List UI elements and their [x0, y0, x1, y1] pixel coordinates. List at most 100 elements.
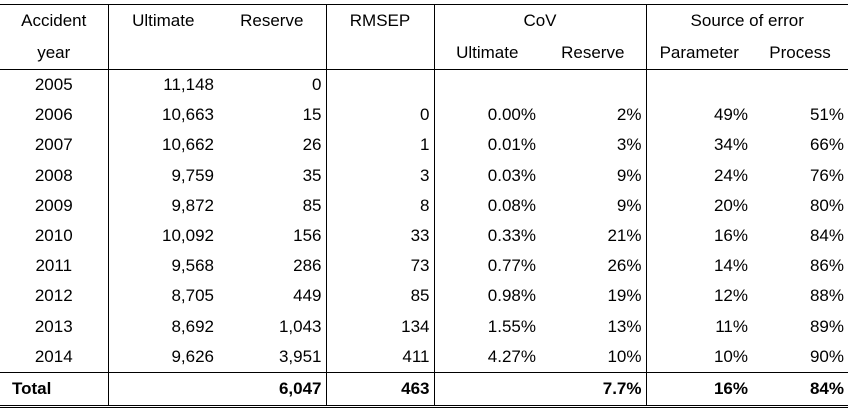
cell-cov-reserve: 19%: [607, 286, 642, 306]
cell-ultimate: 10,092: [107, 221, 218, 252]
cell-parameter: 16%: [645, 221, 752, 252]
cell-ultimate: 10,662: [107, 130, 218, 161]
table-row: 2005 11,148 0: [0, 69, 848, 101]
table-row: 2006 10,663 15 0 0.00% 2% 49% 51%: [0, 100, 848, 131]
table-row: 2014 9,626 3,951 411 4.27% 10% 10% 90%: [0, 341, 848, 374]
cell-year: 2007: [34, 135, 73, 155]
cell-cov-ultimate: 0.01%: [433, 130, 540, 161]
cell-cov-reserve: 10%: [540, 341, 646, 374]
cell-rmsep: 73: [325, 251, 434, 282]
cell-ultimate: 9,872: [107, 190, 218, 222]
header-parameter: Parameter: [645, 37, 752, 70]
header-cov-reserve: Reserve: [540, 37, 646, 70]
cell-reserve: 3,951: [218, 341, 326, 374]
cell-ultimate: 8,692: [107, 311, 218, 342]
table-row: 2010 10,092 156 33 0.33% 21% 16% 84%: [0, 221, 848, 252]
cell-year: 2011: [35, 256, 73, 276]
cell-parameter: 12%: [645, 281, 752, 312]
cell-cov-ultimate: 0.33%: [433, 221, 540, 252]
total-parameter: 16%: [645, 372, 752, 409]
total-cov-ultimate: [433, 372, 540, 409]
cell-rmsep: 85: [325, 281, 434, 312]
cell-ultimate: 10,663: [107, 100, 218, 131]
total-label: Total: [0, 372, 108, 409]
table-row: 2012 8,705 449 85 0.98% 19% 12% 88%: [0, 281, 848, 312]
cell-reserve: 35: [302, 165, 322, 185]
cell-reserve: 26: [302, 135, 322, 155]
cell-year: 2005: [34, 75, 73, 94]
total-cov-reserve: 7.7%: [540, 372, 646, 409]
cell-ultimate: 9,568: [107, 251, 218, 282]
cell-process: 90%: [752, 341, 848, 374]
header-source-of-error: Source of error: [645, 4, 848, 37]
cell-process: 89%: [809, 316, 844, 336]
cell-rmsep: 0: [325, 100, 434, 131]
cell-cov-ultimate: 0.03%: [433, 160, 540, 191]
total-process: 84%: [752, 372, 848, 409]
cell-cov-reserve: 9%: [616, 195, 642, 215]
cell-cov-ultimate: [433, 69, 540, 101]
cell-year: 2008: [34, 165, 73, 185]
total-ultimate: [107, 372, 218, 409]
cell-parameter: 11%: [645, 311, 752, 342]
header-year: year: [0, 37, 108, 70]
cell-process: 88%: [809, 286, 844, 306]
header-row-1: Accident Ultimate Reserve RMSEP CoV Sour…: [0, 4, 848, 37]
cell-parameter: 49%: [645, 100, 752, 131]
cell-reserve: 1,043: [278, 316, 322, 336]
cell-year: 2006: [34, 105, 73, 125]
cell-reserve: 156: [293, 226, 322, 246]
cell-ultimate: 11,148: [107, 69, 218, 101]
cell-cov-reserve: 21%: [607, 226, 642, 246]
header-blank: [107, 37, 218, 70]
cell-rmsep: [325, 69, 434, 101]
cell-process: 66%: [809, 135, 844, 155]
cell-rmsep: 1: [325, 130, 434, 161]
cell-parameter: 10%: [645, 341, 752, 374]
cell-reserve: 85: [302, 195, 322, 215]
cell-ultimate: 8,705: [107, 281, 218, 312]
header-cov-ultimate: Ultimate: [433, 37, 540, 70]
cell-cov-ultimate: 0.00%: [433, 100, 540, 131]
cell-rmsep: 8: [325, 190, 434, 222]
cell-ultimate: 9,626: [107, 341, 218, 374]
cell-parameter: 14%: [645, 251, 752, 282]
cell-rmsep: 134: [325, 311, 434, 342]
header-reserve: Reserve: [218, 4, 326, 37]
cell-process: 76%: [809, 165, 844, 185]
cell-cov-ultimate: 0.08%: [433, 190, 540, 222]
cell-process: 86%: [809, 256, 844, 276]
cell-ultimate: 9,759: [107, 160, 218, 191]
header-cov: CoV: [433, 4, 646, 37]
cell-year: 2013: [34, 316, 73, 336]
reserve-table: Accident Ultimate Reserve RMSEP CoV Sour…: [0, 4, 848, 409]
cell-parameter: 20%: [645, 190, 752, 222]
total-reserve: 6,047: [218, 372, 326, 409]
cell-year: 2010: [34, 226, 73, 246]
cell-year: 2009: [34, 195, 73, 215]
cell-parameter: 24%: [645, 160, 752, 191]
cell-process: 51%: [809, 105, 844, 125]
table-row: 2008 9,759 35 3 0.03% 9% 24% 76%: [0, 160, 848, 191]
cell-process: 84%: [809, 226, 844, 246]
cell-cov-reserve: 2%: [616, 105, 642, 125]
cell-rmsep: 411: [325, 341, 434, 374]
cell-reserve: 0: [312, 75, 322, 94]
cell-year: 2014: [0, 341, 108, 374]
cell-parameter: [645, 69, 752, 101]
table-row: 2013 8,692 1,043 134 1.55% 13% 11% 89%: [0, 311, 848, 342]
header-accident: Accident: [0, 4, 108, 37]
cell-cov-reserve: 26%: [607, 256, 642, 276]
header-blank: [218, 37, 326, 70]
cell-reserve: 449: [293, 286, 322, 306]
cell-year: 2012: [34, 286, 73, 306]
cell-cov-reserve: [540, 70, 646, 101]
total-rmsep: 463: [325, 372, 434, 409]
table-row: 2007 10,662 26 1 0.01% 3% 34% 66%: [0, 130, 848, 161]
total-row: Total 6,047 463 7.7% 16% 84%: [0, 372, 848, 409]
table-row: 2009 9,872 85 8 0.08% 9% 20% 80%: [0, 190, 848, 222]
header-blank: [325, 37, 434, 70]
cell-parameter: 34%: [645, 130, 752, 161]
cell-cov-ultimate: 1.55%: [433, 311, 540, 342]
